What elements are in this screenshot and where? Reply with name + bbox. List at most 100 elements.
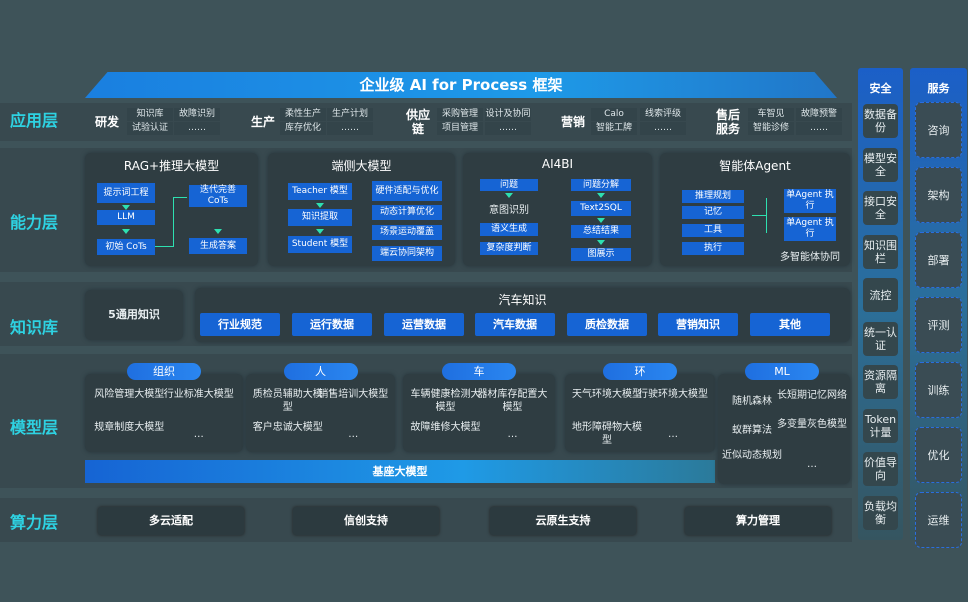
model-item: 故障维修大模型 — [410, 422, 481, 433]
ml-header: ML — [745, 363, 819, 380]
model-item: … — [668, 429, 678, 440]
agent-box: 单Agent 执行 — [784, 217, 836, 241]
arrow-down-icon — [597, 193, 605, 198]
agent-title: 智能体Agent — [719, 159, 791, 173]
ml-item: 随机森林 — [732, 396, 772, 407]
security-item: Token计量 — [863, 408, 898, 443]
model-item: 客户忠诚大模型 — [252, 422, 323, 433]
model-item: 器材库存配置大模型 — [477, 389, 548, 413]
compute-box: 信创支持 — [293, 507, 439, 535]
app-item: 智能诊修 — [748, 122, 794, 135]
edge-box: 场景运动覆盖 — [372, 225, 442, 240]
app-item: 试验认证 — [127, 122, 173, 135]
rag-box: 生成答案 — [189, 238, 247, 254]
model-group-panel — [565, 374, 715, 452]
agent-box: 执行 — [682, 242, 744, 255]
knowledge-pill: 行业规范 — [200, 313, 280, 336]
model-group-0-header: 组织 — [127, 363, 201, 380]
app-item: 采购管理 — [437, 108, 483, 121]
model-item: … — [193, 429, 204, 440]
framework-title: 企业级 AI for Process 框架 — [85, 72, 837, 98]
app-item: …… — [174, 122, 220, 135]
app-item: 故障识别 — [174, 108, 220, 121]
service-item: 优化 — [915, 427, 962, 483]
rag-box: LLM — [97, 210, 155, 225]
model-item: 行业标准大模型 — [163, 389, 234, 400]
app-item: 柔性生产 — [280, 108, 326, 121]
app-group-2-title: 供应链 — [405, 108, 430, 136]
security-item: 统一认证 — [863, 321, 898, 356]
security-column: 安全 数据备份 模型安全 接口安全 知识围栏 流控 统一认证 资源隔离 Token计量 价值导向… — [858, 68, 903, 540]
app-group-1-title: 生产 — [250, 115, 275, 129]
ai4bi-box: 图展示 — [571, 248, 631, 261]
app-item: …… — [796, 122, 842, 135]
app-item: 车智见 — [748, 108, 794, 121]
service-column: 服务 咨询 架构 部署 评测 训练 优化 运维 — [910, 68, 967, 548]
service-item: 部署 — [915, 232, 962, 288]
agent-footer: 多智能体协同 — [780, 252, 840, 263]
ai4bi-title: AI4BI — [541, 157, 574, 171]
model-group-panel — [85, 374, 243, 452]
app-item: Calo — [591, 108, 637, 121]
service-item: 架构 — [915, 167, 962, 223]
rag-box: 迭代完善 CoTs — [189, 185, 247, 207]
security-item: 数据备份 — [863, 104, 898, 138]
model-item: 销售培训大模型 — [318, 389, 389, 400]
app-item: 智能工牌 — [591, 122, 637, 135]
rag-panel: RAG+推理大模型 提示词工程 LLM 初始 CoTs 迭代完善 CoTs 生成… — [85, 153, 258, 266]
edge-box: 硬件适配与优化 — [372, 181, 442, 201]
edge-box: Teacher 模型 — [288, 183, 352, 200]
ai4bi-box: 总结结果 — [571, 225, 631, 238]
app-item: 库存优化 — [280, 122, 326, 135]
app-item: …… — [327, 122, 373, 135]
model-item: 质检员辅助大模型 — [252, 389, 323, 413]
general-knowledge: 5通用知识 — [85, 290, 183, 340]
model-group-2-header: 车 — [442, 363, 516, 380]
app-group-3-title: 营销 — [560, 115, 585, 129]
app-item: 设计及协同 — [485, 108, 531, 121]
ml-item: 多变量灰色模型 — [777, 419, 847, 430]
ml-panel — [718, 374, 850, 484]
service-item: 咨询 — [915, 102, 962, 158]
app-item: …… — [485, 122, 531, 135]
knowledge-pill: 运行数据 — [292, 313, 372, 336]
security-item: 负载均衡 — [863, 495, 898, 530]
app-item: …… — [640, 122, 686, 135]
model-item: … — [507, 429, 518, 440]
security-item: 接口安全 — [863, 191, 898, 225]
arrow-down-icon — [122, 229, 130, 234]
knowledge-pill: 汽车数据 — [475, 313, 555, 336]
arrow-down-icon — [122, 205, 130, 210]
agent-panel: 智能体Agent 推理规划 记忆 工具 执行 单Agent 执行 单Agent … — [660, 153, 850, 266]
ai4bi-panel: AI4BI 问题 意图识别 语义生成 复杂度判断 问题分解 Text2SQL 总… — [463, 153, 652, 266]
rag-title: RAG+推理大模型 — [123, 159, 220, 173]
arrow-down-icon — [316, 203, 324, 208]
model-item: 地形障碍物大模型 — [572, 422, 642, 446]
agent-box: 记忆 — [682, 206, 744, 219]
edge-box: Student 模型 — [288, 236, 352, 253]
model-item: … — [348, 429, 359, 440]
app-item: 知识库 — [127, 108, 173, 121]
ai4bi-box: 语义生成 — [480, 223, 538, 236]
app-item: 故障预警 — [796, 108, 842, 121]
app-group-0-title: 研发 — [94, 115, 119, 129]
app-layer-label: 应用层 — [10, 111, 59, 130]
model-item: 行驶环境大模型 — [638, 389, 708, 400]
security-item: 资源隔离 — [863, 365, 898, 399]
arrow-down-icon — [597, 240, 605, 245]
ai4bi-text: 意图识别 — [489, 205, 529, 216]
service-title: 服务 — [927, 82, 950, 95]
base-model-bar: 基座大模型 — [85, 460, 715, 483]
ml-item: … — [807, 459, 817, 470]
ai4bi-box: 复杂度判断 — [480, 242, 538, 255]
security-item: 知识围栏 — [863, 234, 898, 269]
auto-knowledge-title: 汽车知识 — [498, 293, 547, 307]
app-item: 线索评级 — [640, 108, 686, 121]
service-item: 训练 — [915, 362, 962, 418]
model-group-panel — [246, 374, 395, 452]
knowledge-pill: 运营数据 — [384, 313, 464, 336]
edge-title: 端侧大模型 — [331, 159, 392, 173]
edge-panel: 端侧大模型 Teacher 模型 知识提取 Student 模型 硬件适配与优化… — [268, 153, 455, 266]
app-item: 生产计划 — [327, 108, 373, 121]
capability-layer-label: 能力层 — [10, 213, 59, 232]
